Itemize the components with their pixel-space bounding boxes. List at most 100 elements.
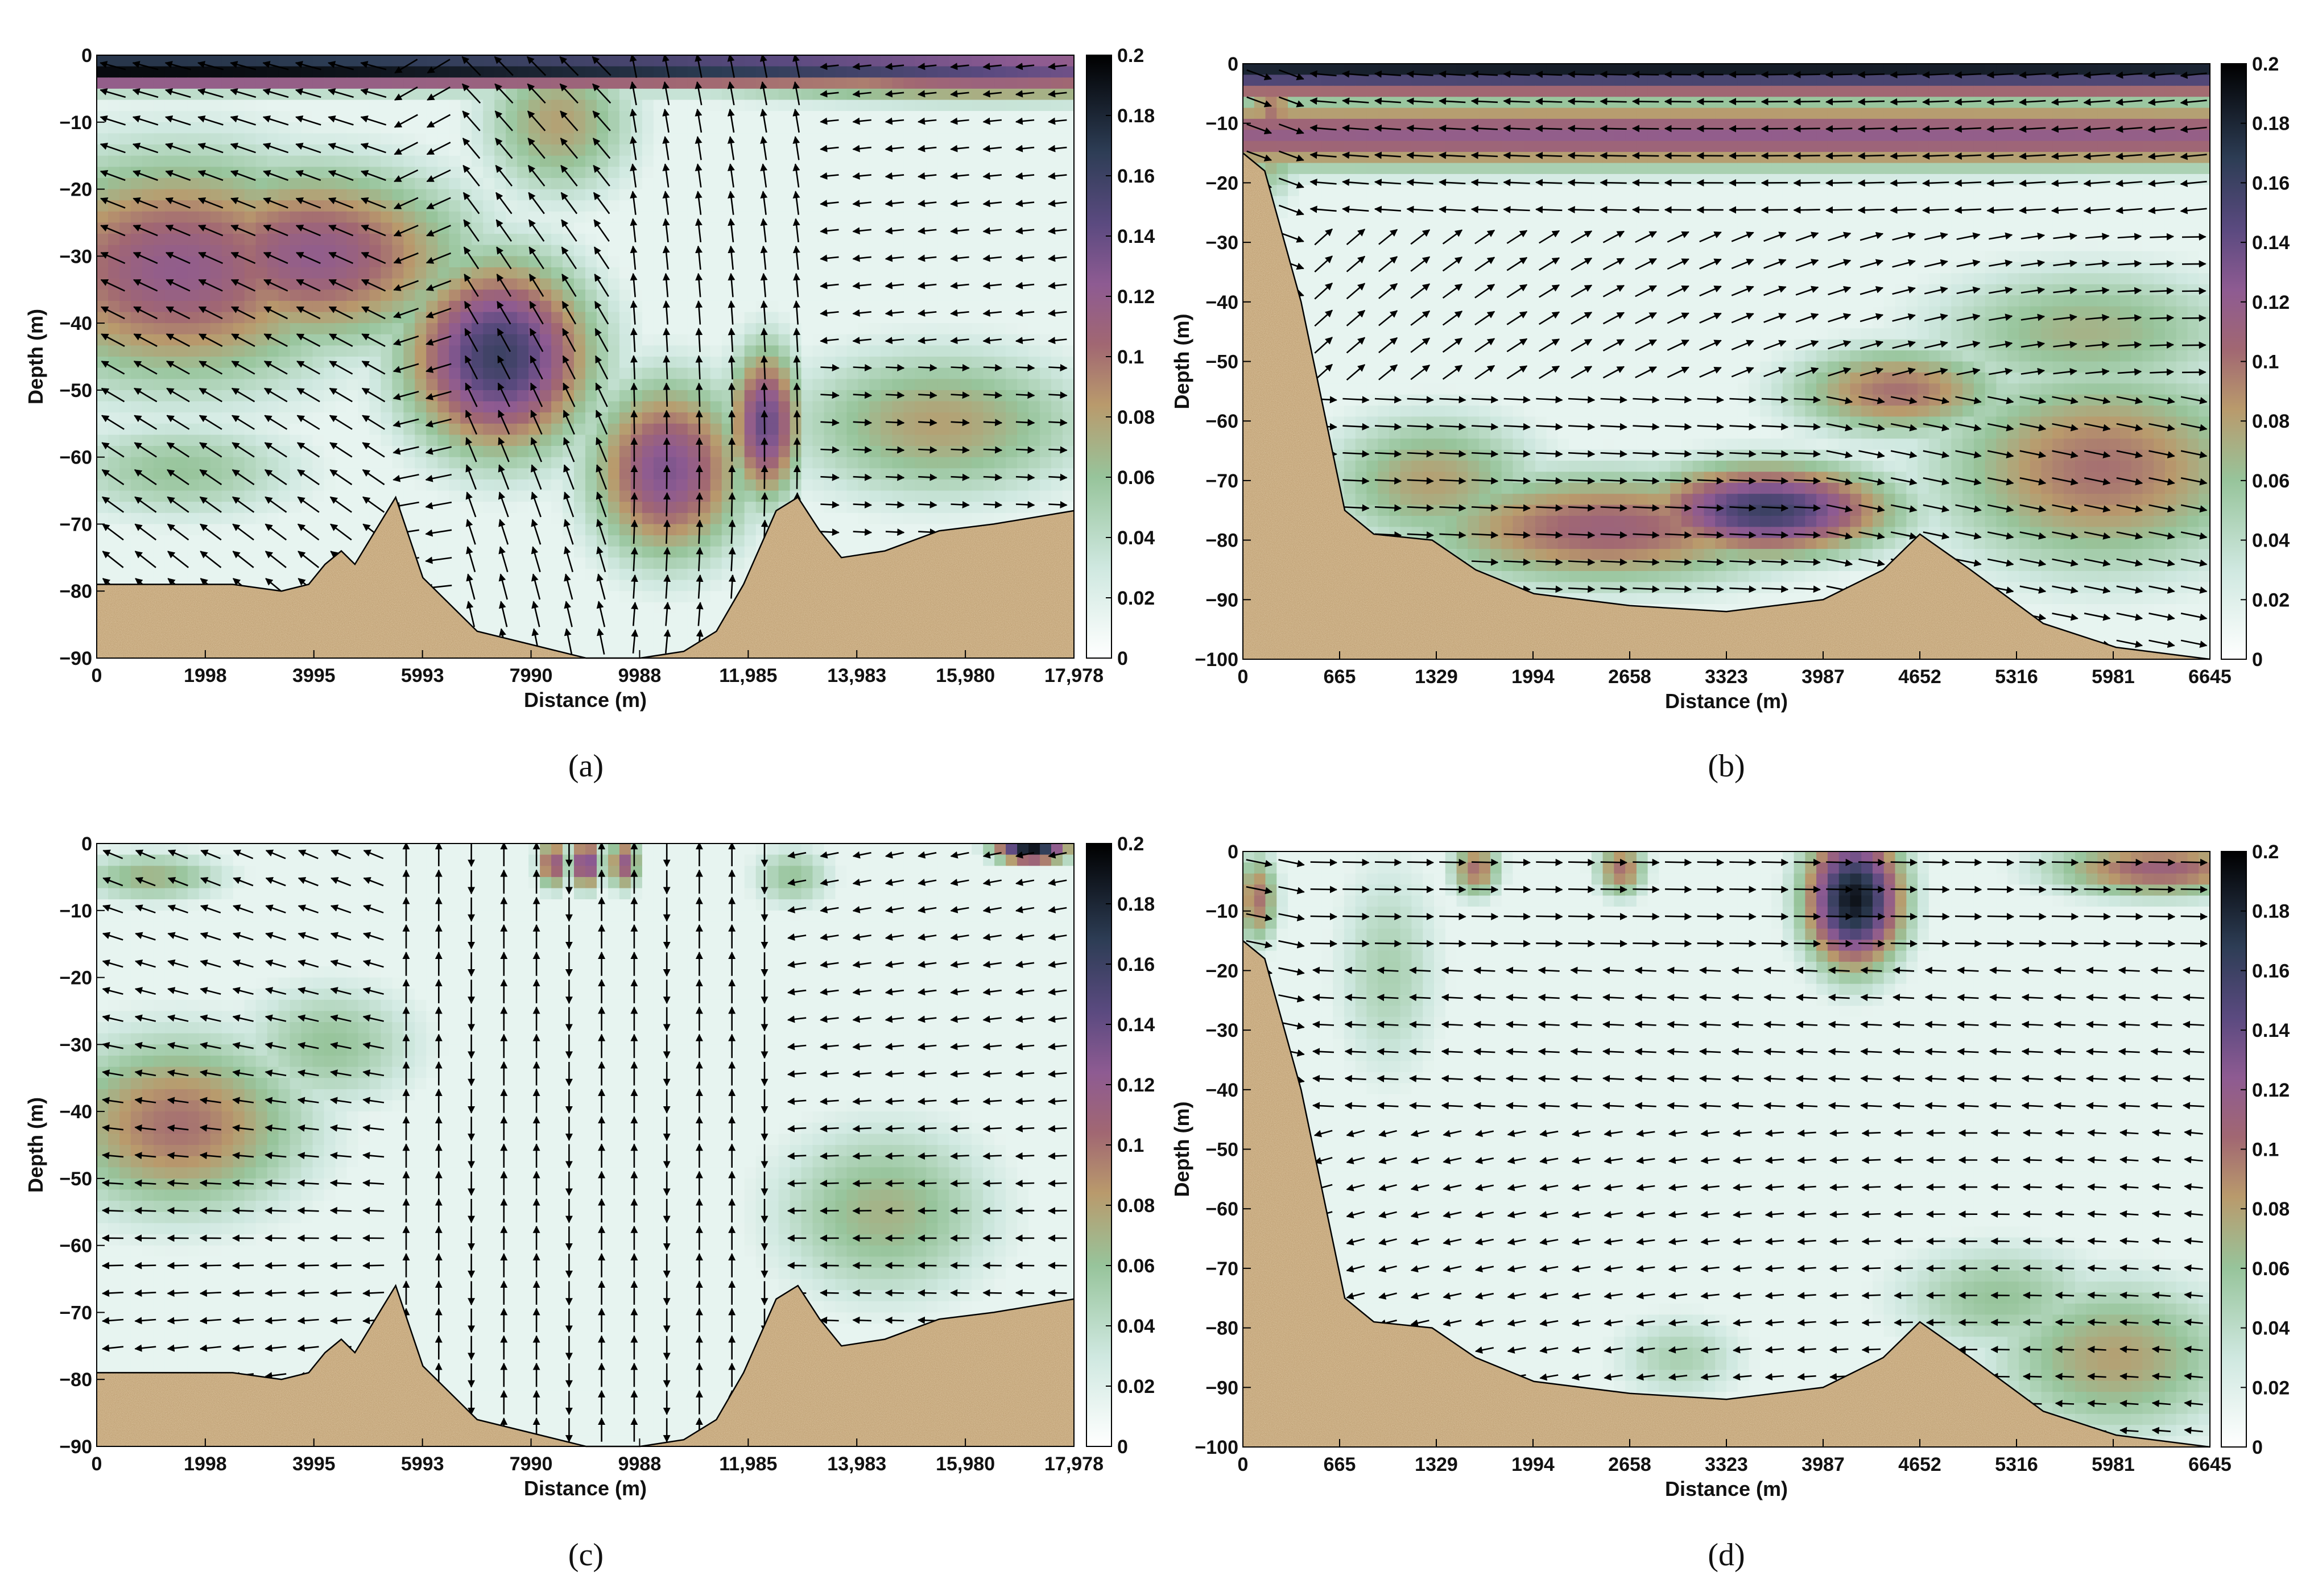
velocity-arrow [630,355,638,380]
velocity-arrow [464,355,478,380]
velocity-arrow [1535,179,1563,187]
velocity-arrow [530,437,543,462]
velocity-arrow [1342,886,1370,894]
velocity-arrow [465,437,477,462]
velocity-arrow [463,246,480,270]
velocity-arrow [166,333,191,347]
x-tick-label: 1994 [1511,1454,1555,1475]
velocity-arrow [1729,858,1757,866]
y-tick-label: −20 [59,179,92,201]
y-axis-label: Depth (m) [1170,314,1193,410]
velocity-arrow [361,306,386,320]
velocity-arrow [262,115,289,126]
velocity-arrow [950,63,969,71]
colorbar-tick-label: 0.2 [1117,833,1144,855]
velocity-arrow [1729,940,1757,948]
velocity-arrow [559,56,579,76]
colorbar-tick-label: 0.16 [2252,172,2290,194]
velocity-arrow [425,418,452,428]
velocity-arrow [133,279,158,292]
velocity-arrow [393,252,419,264]
velocity-arrow [2148,886,2176,894]
velocity-arrow [197,197,224,209]
velocity-arrow [328,143,354,154]
velocity-arrow [1506,994,1528,1002]
velocity-arrow [1829,1264,1849,1272]
velocity-arrow [197,115,224,126]
velocity-arrow [918,172,937,180]
y-tick-label: 0 [81,833,92,855]
colorbar-tick-label: 0.02 [2252,1377,2290,1399]
velocity-arrow [1697,912,1724,920]
velocity-arrow [164,115,191,126]
velocity-arrow [695,218,703,243]
velocity-arrow [296,442,320,458]
colorbar-tick-label: 0.14 [2252,1020,2290,1041]
colorbar-tick-label: 0.02 [2252,589,2290,611]
x-tick-label: 0 [1238,666,1249,688]
velocity-arrow [498,601,508,627]
velocity-arrow [134,1289,156,1297]
velocity-arrow [727,55,735,78]
y-tick-label: −10 [1205,113,1238,135]
velocity-arrow [695,410,703,435]
velocity-arrow [295,170,321,181]
velocity-arrow [1860,1048,1882,1056]
velocity-arrow [631,629,639,654]
velocity-arrow [630,191,638,215]
velocity-arrow [792,163,800,188]
velocity-arrow [197,143,224,154]
velocity-arrow [263,197,288,209]
velocity-arrow [529,328,544,352]
velocity-arrow [361,197,386,209]
velocity-arrow [262,61,289,71]
velocity-arrow [360,88,387,98]
velocity-arrow [950,144,969,152]
velocity-arrow [263,306,288,320]
velocity-arrow [265,1206,287,1214]
velocity-arrow [2181,341,2207,349]
velocity-arrow [100,306,125,320]
velocity-arrow [360,143,386,154]
velocity-arrow [230,252,256,264]
velocity-arrow [2086,1048,2108,1056]
velocity-arrow [596,519,606,545]
velocity-arrow [528,219,545,242]
velocity-arrow [918,473,937,481]
velocity-arrow [361,224,386,237]
velocity-arrow [982,63,1002,71]
velocity-arrow [1761,858,1789,866]
velocity-arrow [951,391,970,399]
velocity-arrow [596,628,605,655]
velocity-arrow [1048,117,1067,125]
velocity-arrow [563,491,575,518]
velocity-arrow [1664,858,1692,866]
velocity-arrow [1377,1020,1399,1028]
velocity-arrow [760,300,768,325]
velocity-arrow [885,117,904,125]
velocity-arrow [1633,940,1660,948]
velocity-arrow [1826,912,1853,920]
velocity-arrow [362,442,385,458]
velocity-arrow [695,245,703,270]
velocity-arrow [1409,994,1431,1002]
velocity-arrow [983,473,1003,481]
velocity-arrow [166,442,190,458]
velocity-arrow [1893,966,1915,974]
velocity-arrow [918,63,937,71]
velocity-arrow [230,115,256,126]
velocity-arrow [1377,966,1399,974]
y-tick-label: −30 [1205,1020,1238,1041]
y-tick-label: −60 [1205,411,1238,432]
velocity-arrow [663,300,671,325]
velocity-arrow [2116,886,2143,894]
velocity-arrow [1015,144,1035,152]
velocity-arrow [527,138,546,159]
velocity-arrow [1957,1048,1979,1056]
velocity-arrow [2150,368,2174,376]
velocity-arrow [264,442,287,458]
velocity-arrow [760,136,768,160]
y-tick-label: −100 [1195,649,1238,671]
velocity-arrow [1699,994,1721,1002]
velocity-arrow [2019,912,2047,920]
